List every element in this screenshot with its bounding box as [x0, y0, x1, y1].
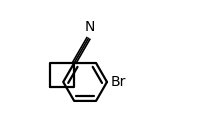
Text: N: N — [85, 21, 95, 34]
Text: Br: Br — [110, 75, 126, 89]
